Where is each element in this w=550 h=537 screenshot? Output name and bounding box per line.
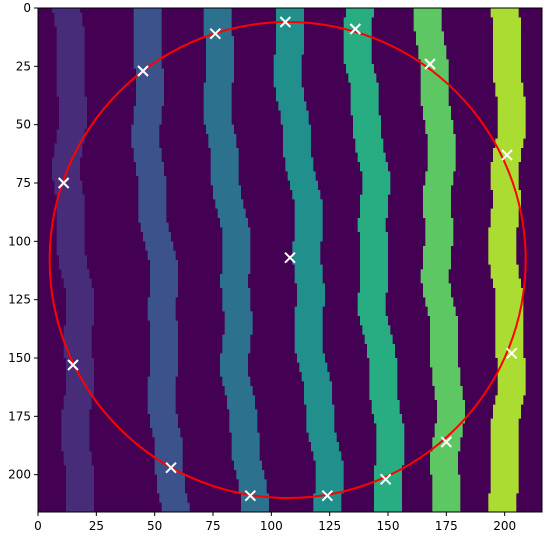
x-marker	[349, 23, 362, 35]
plot-frame	[37, 7, 543, 513]
x-marker	[321, 489, 334, 502]
y-tick-label: 25	[16, 59, 31, 73]
x-marker	[501, 149, 513, 161]
x-tick-label: 0	[34, 519, 42, 533]
x-marker	[424, 58, 436, 70]
x-tick-label: 125	[318, 519, 341, 533]
y-tick-label: 75	[16, 176, 31, 190]
x-tick-label: 175	[435, 519, 458, 533]
x-marker	[505, 347, 518, 360]
y-tick-label: 125	[8, 293, 31, 307]
x-axis: 0 25 50 75 100 125 150 175 200	[34, 512, 516, 533]
x-tick-label: 75	[205, 519, 220, 533]
x-marker	[440, 436, 453, 448]
y-tick-label: 50	[16, 118, 31, 132]
markers-layer	[57, 16, 518, 502]
y-tick-label: 100	[8, 234, 31, 248]
x-marker	[244, 489, 257, 502]
x-marker	[209, 27, 222, 40]
stripe-band	[131, 8, 192, 512]
x-tick-label: 200	[493, 519, 516, 533]
y-tick-label: 175	[8, 409, 31, 423]
x-tick-label: 50	[147, 519, 162, 533]
x-marker	[57, 177, 70, 189]
y-axis: 0 25 50 75 100 125 150 175 200	[8, 1, 38, 482]
x-tick-label: 150	[377, 519, 400, 533]
x-tick-label: 100	[260, 519, 283, 533]
y-tick-label: 0	[23, 1, 31, 15]
stripes-layer	[52, 8, 526, 512]
stripe-band	[203, 8, 269, 512]
stripe-band	[488, 8, 526, 512]
x-marker	[137, 65, 149, 77]
x-marker	[165, 461, 177, 474]
x-marker	[279, 16, 292, 28]
x-marker	[284, 251, 296, 264]
x-marker	[67, 359, 79, 371]
circle-layer	[48, 21, 527, 499]
x-marker	[379, 473, 392, 486]
x-tick-label: 25	[89, 519, 104, 533]
y-tick-label: 150	[8, 351, 31, 365]
stripe-band	[343, 8, 405, 512]
fitted-circle	[48, 21, 527, 499]
y-tick-label: 200	[8, 468, 31, 482]
stripe-band	[413, 8, 465, 512]
stripe-band	[273, 8, 344, 512]
stripe-band	[52, 8, 94, 512]
